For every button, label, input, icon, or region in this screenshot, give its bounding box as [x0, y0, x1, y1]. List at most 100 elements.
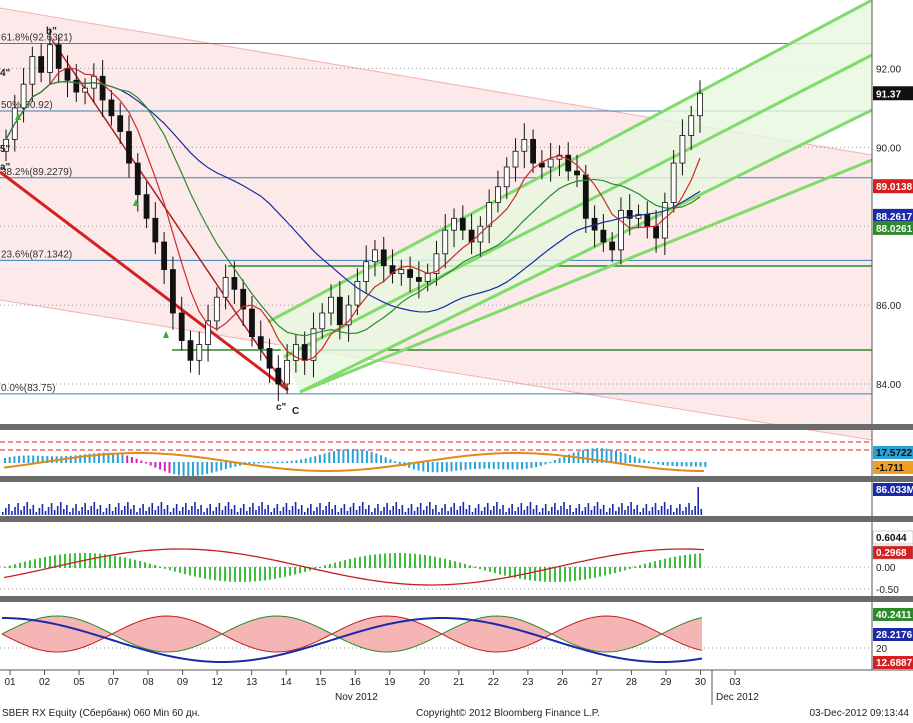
oscillator-bar: [365, 450, 368, 463]
candle-body: [117, 115, 124, 132]
volume-bar: [605, 512, 608, 515]
oscillator-bar: [145, 462, 147, 464]
macd-histogram-bar: [449, 559, 451, 568]
candle: [240, 279, 247, 327]
oscillator-bar: [27, 455, 30, 463]
candle: [178, 296, 185, 351]
volume-bar: [474, 508, 477, 515]
volume-bar: [291, 506, 294, 515]
candle: [134, 153, 141, 212]
footer-copyright: Copyright© 2012 Bloomberg Finance L.P.: [416, 708, 600, 719]
candle-body: [257, 336, 264, 349]
candle-body: [644, 213, 651, 227]
signal-marker: [15, 113, 21, 120]
candle: [275, 355, 282, 401]
candle-body: [530, 139, 536, 164]
macd-histogram-bar: [674, 556, 676, 568]
volume-bar: [154, 510, 157, 515]
macd-histogram-bar: [299, 567, 301, 574]
oscillator-bar: [586, 448, 589, 463]
oscillator-bar: [488, 462, 491, 469]
volume-bar: [127, 502, 129, 515]
volume-panel: 86.033M: [2, 483, 913, 515]
volume-bar: [29, 509, 32, 515]
volume-bar: [75, 504, 77, 515]
candle-body: [354, 281, 361, 306]
macd-histogram-bar: [444, 558, 446, 568]
macd-histogram-bar: [154, 565, 156, 568]
oscillator-bar: [638, 458, 641, 463]
price-tag-label: 91.37: [876, 89, 901, 100]
oscillator-bar: [694, 462, 697, 467]
oscillator-bar: [140, 460, 143, 463]
volume-bar: [206, 508, 208, 515]
volume-bar: [340, 508, 343, 515]
volume-bar: [81, 507, 83, 515]
macd-histogram-bar: [359, 556, 361, 568]
oscillator-bar: [680, 462, 683, 467]
oscillator-bar: [647, 461, 650, 463]
macd-histogram-bar: [474, 566, 476, 568]
oscillator-bar: [516, 462, 519, 470]
volume-bar: [657, 510, 660, 515]
volume-bar: [249, 507, 251, 515]
volume-bar: [325, 506, 327, 515]
candle-body: [187, 340, 194, 361]
macd-histogram-bar: [634, 566, 636, 568]
macd-histogram-bar: [294, 567, 296, 575]
volume-bar: [633, 509, 635, 515]
candle-body: [20, 83, 27, 109]
candle-body: [222, 277, 229, 298]
oscillator-bar: [149, 462, 152, 466]
x-tick-label: 09: [177, 677, 189, 688]
macd-histogram-bar: [39, 557, 41, 568]
oscillator-bar: [643, 459, 646, 463]
macd-histogram-bar: [354, 557, 356, 568]
oscillator-bar: [427, 462, 429, 472]
candle: [82, 78, 88, 105]
candle: [442, 213, 449, 269]
macd-histogram-bar: [564, 567, 566, 582]
volume-bar: [358, 506, 361, 515]
candle: [618, 197, 624, 265]
macd-histogram-bar: [284, 567, 286, 577]
candle-body: [582, 174, 589, 219]
volume-bar: [627, 506, 629, 515]
macd-histogram-bar: [114, 555, 116, 568]
macd-histogram-bar: [684, 554, 686, 568]
signal-marker: [133, 199, 139, 206]
volume-bar: [694, 506, 696, 515]
volume-bar: [386, 503, 388, 515]
macd-histogram-bar: [439, 557, 441, 568]
volume-bar: [392, 506, 394, 515]
candle: [363, 245, 370, 294]
volume-bar: [17, 503, 19, 515]
oscillator-bar: [502, 462, 505, 470]
volume-bar: [279, 511, 282, 515]
volume-bar: [398, 509, 401, 515]
volume-bar: [316, 507, 318, 515]
adx-line: [1, 616, 703, 664]
candle-body: [459, 217, 466, 231]
dmi-tag: 40.2411: [873, 608, 913, 621]
volume-bar: [41, 504, 44, 515]
macd-histogram-bar: [409, 553, 411, 568]
oscillator-bar: [445, 462, 448, 472]
volume-bar: [502, 505, 504, 515]
oscillator-bar: [257, 462, 260, 464]
volume-bar: [471, 512, 474, 515]
volume-bar: [435, 505, 437, 515]
macd-histogram-bar: [599, 567, 601, 577]
signal-marker: [163, 331, 169, 338]
candle-body: [433, 253, 440, 274]
candle-body: [134, 162, 141, 196]
macd-histogram-bar: [389, 553, 391, 568]
oscillator-bar: [521, 462, 523, 470]
macd-histogram-bar: [544, 567, 546, 582]
candle-body: [345, 304, 352, 326]
price-tag: 88.2617: [873, 208, 913, 223]
candle: [530, 129, 536, 173]
volume-bar: [407, 508, 410, 515]
candle-body: [170, 269, 176, 314]
